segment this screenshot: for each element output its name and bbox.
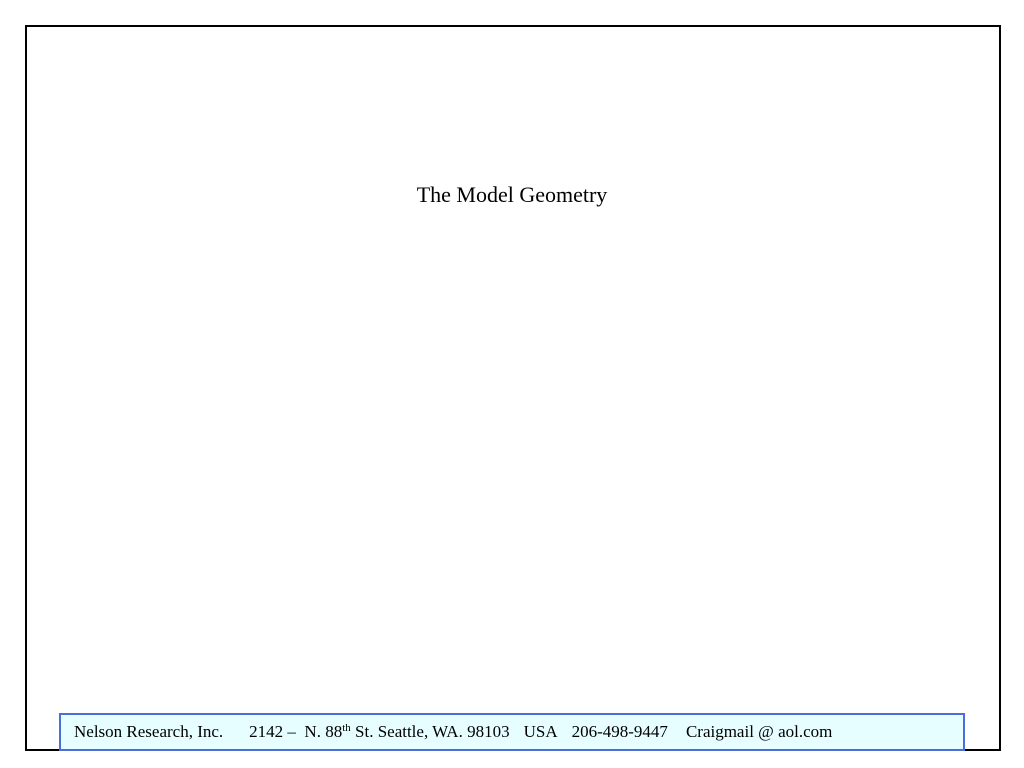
company: Nelson Research, Inc. (74, 722, 224, 741)
phone: 206-498-9447 (571, 722, 668, 741)
address-end: St. Seattle, WA. 98103 (355, 722, 510, 741)
address-sup: th (342, 722, 351, 734)
slide-frame (25, 25, 1001, 751)
address-start: 2142 – N. 88 (249, 722, 343, 741)
email: Craigmail @ aol.com (685, 722, 833, 741)
footer: Nelson Research, Inc. 2142 – N. 88th St. … (59, 713, 965, 751)
slide-title: The Model Geometry (416, 182, 608, 207)
footer-text: Nelson Research, Inc. 2142 – N. 88th St. … (61, 722, 832, 742)
country: USA (523, 722, 558, 741)
